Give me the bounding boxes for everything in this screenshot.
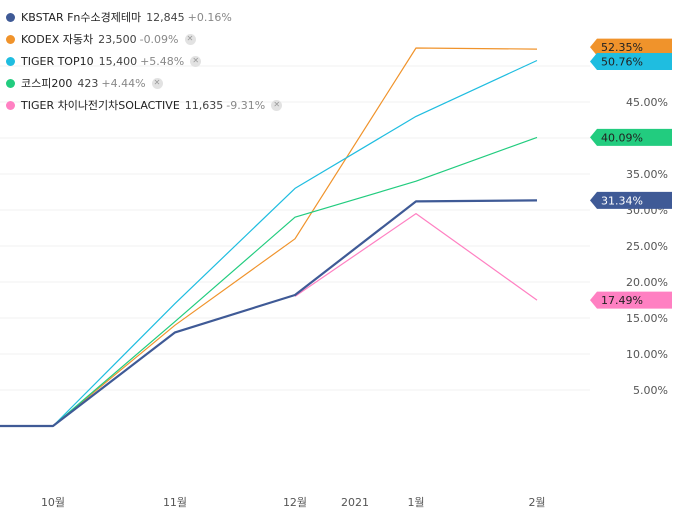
tag-shape bbox=[590, 128, 672, 146]
tag-shape bbox=[590, 191, 672, 209]
legend-change: +4.44% bbox=[101, 76, 146, 90]
last-value-tags: 52.35% 50.76% 40.09% 17.49% 31.34% bbox=[590, 38, 672, 309]
tag-shape bbox=[590, 291, 672, 309]
y-tick-label: 20.00% bbox=[626, 276, 668, 289]
last-value-tag: 17.49% bbox=[590, 291, 672, 309]
close-icon[interactable]: ✕ bbox=[190, 55, 202, 67]
legend-change: -0.09% bbox=[139, 32, 179, 46]
legend-price: 11,635 bbox=[184, 98, 224, 112]
x-tick-label: 1월 bbox=[407, 496, 424, 509]
y-tick-label: 25.00% bbox=[626, 240, 668, 253]
x-tick-label: 12월 bbox=[283, 496, 307, 509]
close-icon[interactable]: ✕ bbox=[184, 33, 196, 45]
y-axis-ticks: 5.00%10.00%15.00%20.00%25.00%30.00%35.00… bbox=[626, 60, 668, 397]
legend-item[interactable]: KBSTAR Fn수소경제테마 12,845 +0.16% bbox=[6, 6, 282, 28]
legend-color-dot bbox=[6, 56, 15, 66]
legend-color-dot bbox=[6, 12, 15, 22]
legend-change: +0.16% bbox=[187, 10, 232, 24]
close-icon[interactable]: ✕ bbox=[151, 77, 163, 89]
series-line bbox=[294, 213, 538, 301]
x-tick-label: 10월 bbox=[41, 496, 65, 509]
y-tick-label: 45.00% bbox=[626, 96, 668, 109]
legend-color-dot bbox=[6, 34, 15, 44]
y-tick-label: 35.00% bbox=[626, 168, 668, 181]
last-value-label: 31.34% bbox=[601, 194, 643, 207]
x-tick-label: 11월 bbox=[163, 496, 187, 509]
grid-lines bbox=[0, 65, 590, 391]
legend-name: TIGER TOP10 bbox=[21, 54, 94, 68]
x-axis-ticks: 10월 11월 12월 2021 1월 2월 bbox=[41, 496, 546, 509]
legend-change: -9.31% bbox=[226, 98, 266, 112]
legend-price: 23,500 bbox=[98, 32, 137, 46]
legend-name: KBSTAR Fn수소경제테마 bbox=[21, 11, 142, 24]
legend-item[interactable]: TIGER 차이나전기차SOLACTIVE 11,635 -9.31% ✕ bbox=[6, 94, 283, 116]
last-value-tag: 50.76% bbox=[590, 53, 672, 71]
legend-name: TIGER 차이나전기차SOLACTIVE bbox=[21, 99, 180, 112]
legend-name: KODEX 자동차 bbox=[21, 33, 94, 46]
last-value-label: 40.09% bbox=[601, 131, 643, 144]
series-line bbox=[0, 199, 538, 428]
close-icon[interactable]: ✕ bbox=[271, 99, 283, 111]
tag-shape bbox=[590, 53, 672, 71]
last-value-tag: 40.09% bbox=[590, 128, 672, 146]
legend-color-dot bbox=[6, 100, 15, 110]
last-value-tag: 31.34% bbox=[590, 191, 672, 209]
legend-price: 15,400 bbox=[98, 54, 138, 68]
series-lines bbox=[0, 47, 538, 428]
legend-item[interactable]: 코스피200 423 +4.44% ✕ bbox=[6, 72, 282, 94]
last-value-label: 17.49% bbox=[601, 294, 643, 307]
legend-item[interactable]: TIGER TOP10 15,400 +5.48% ✕ bbox=[6, 50, 282, 72]
last-value-label: 50.76% bbox=[601, 56, 643, 69]
legend-change: +5.48% bbox=[140, 54, 185, 68]
last-value-tag: 52.35% bbox=[590, 38, 672, 56]
last-value-label: 52.35% bbox=[601, 41, 643, 54]
y-tick-label: 15.00% bbox=[626, 312, 668, 325]
x-tick-label: 2021 bbox=[341, 496, 369, 509]
legend: KBSTAR Fn수소경제테마 12,845 +0.16% KODEX 자동차 23,5… bbox=[6, 6, 283, 116]
legend-name: 코스피200 bbox=[21, 77, 73, 90]
y-tick-label: 10.00% bbox=[626, 348, 668, 361]
legend-price: 12,845 bbox=[146, 10, 185, 24]
legend-color-dot bbox=[6, 78, 15, 88]
tag-shape bbox=[590, 38, 672, 56]
y-tick-label: 5.00% bbox=[633, 384, 668, 397]
legend-item[interactable]: KODEX 자동차 23,500 -0.09% ✕ bbox=[6, 28, 282, 50]
x-tick-label: 2월 bbox=[528, 496, 545, 509]
legend-price: 423 bbox=[77, 76, 99, 90]
